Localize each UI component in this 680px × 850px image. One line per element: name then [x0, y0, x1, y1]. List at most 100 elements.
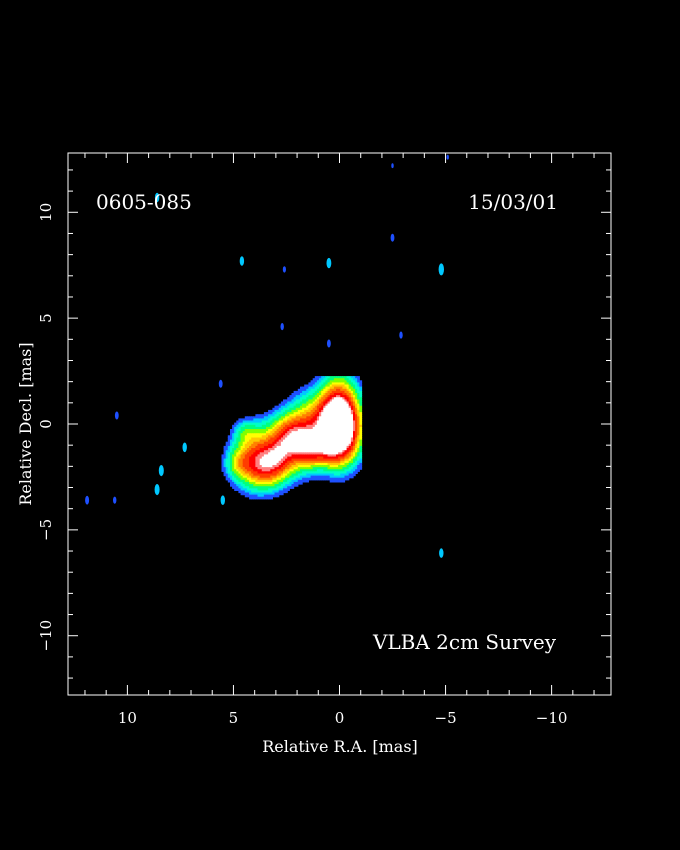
intensity-cell — [300, 462, 303, 466]
intensity-cell — [329, 429, 333, 432]
intensity-cell — [234, 462, 237, 466]
intensity-cell — [300, 441, 303, 445]
intensity-cell — [242, 456, 246, 460]
intensity-cell — [304, 477, 307, 481]
intensity-cell — [304, 441, 307, 445]
intensity-cell — [287, 477, 290, 481]
intensity-cell — [336, 471, 339, 474]
intensity-cell — [291, 462, 295, 466]
intensity-cell — [323, 380, 326, 383]
intensity-cell — [291, 471, 295, 474]
intensity-cell — [353, 452, 356, 455]
intensity-cell — [310, 439, 314, 443]
intensity-cell — [261, 452, 265, 455]
intensity-cell — [230, 460, 233, 464]
intensity-cell — [336, 376, 339, 379]
noise-spot — [114, 411, 119, 420]
intensity-cell — [274, 473, 278, 477]
intensity-cell — [304, 458, 307, 462]
intensity-cell — [304, 388, 307, 392]
intensity-cell — [280, 479, 284, 483]
intensity-cell — [338, 450, 341, 453]
intensity-cell — [287, 433, 290, 436]
intensity-cell — [327, 395, 331, 398]
intensity-cell — [359, 403, 363, 407]
intensity-cell — [306, 443, 309, 447]
intensity-cell — [232, 486, 235, 489]
intensity-cell — [244, 418, 248, 422]
intensity-cell — [246, 420, 250, 424]
intensity-cell — [242, 435, 246, 438]
intensity-cell — [230, 450, 233, 453]
intensity-cell — [338, 397, 341, 400]
intensity-cell — [242, 465, 246, 468]
intensity-cell — [225, 441, 229, 445]
intensity-cell — [357, 424, 360, 428]
intensity-cell — [255, 422, 259, 426]
intensity-cell — [225, 443, 229, 447]
intensity-cell — [225, 473, 229, 477]
intensity-cell — [340, 462, 343, 466]
intensity-cell — [270, 435, 273, 438]
intensity-cell — [240, 429, 244, 432]
intensity-cell — [331, 479, 335, 483]
intensity-cell — [329, 454, 333, 458]
intensity-cell — [227, 460, 231, 464]
intensity-cell — [323, 439, 326, 443]
intensity-cell — [359, 407, 363, 411]
intensity-cell — [227, 439, 231, 443]
intensity-cell — [266, 435, 269, 438]
intensity-cell — [272, 454, 276, 458]
intensity-cell — [272, 429, 276, 432]
intensity-cell — [353, 433, 356, 436]
intensity-cell — [344, 445, 348, 449]
intensity-cell — [302, 412, 305, 415]
intensity-cell — [266, 429, 269, 432]
intensity-cell — [346, 465, 350, 468]
intensity-cell — [357, 452, 360, 455]
intensity-cell — [246, 454, 250, 458]
intensity-cell — [280, 490, 284, 494]
intensity-cell — [314, 376, 318, 379]
intensity-cell — [316, 458, 320, 462]
intensity-cell — [255, 437, 259, 441]
intensity-cell — [314, 397, 318, 400]
intensity-cell — [346, 471, 350, 474]
intensity-cell — [225, 465, 229, 468]
intensity-cell — [302, 445, 305, 449]
intensity-cell — [295, 471, 299, 474]
intensity-cell — [268, 443, 271, 447]
intensity-cell — [357, 454, 360, 458]
intensity-cell — [327, 439, 331, 443]
intensity-cell — [251, 479, 254, 483]
intensity-cell — [304, 431, 307, 434]
intensity-cell — [251, 435, 254, 438]
intensity-cell — [308, 471, 312, 474]
intensity-cell — [350, 435, 354, 438]
intensity-cell — [329, 473, 333, 477]
intensity-cell — [306, 469, 309, 472]
intensity-cell — [306, 437, 309, 441]
intensity-cell — [327, 376, 331, 379]
noise-spot — [220, 495, 225, 506]
intensity-cell — [357, 407, 360, 411]
intensity-cell — [297, 450, 301, 453]
intensity-cell — [312, 395, 316, 398]
intensity-cell — [293, 441, 297, 445]
intensity-cell — [355, 439, 358, 443]
intensity-cell — [234, 422, 237, 426]
intensity-cell — [234, 467, 237, 470]
intensity-cell — [300, 445, 303, 449]
intensity-cell — [302, 441, 305, 445]
intensity-cell — [270, 462, 273, 466]
intensity-cell — [340, 435, 343, 438]
intensity-cell — [242, 422, 246, 426]
intensity-cell — [325, 471, 329, 474]
intensity-cell — [257, 460, 261, 464]
intensity-cell — [327, 418, 331, 422]
intensity-cell — [244, 431, 248, 434]
intensity-cell — [242, 448, 246, 451]
intensity-cell — [257, 473, 261, 477]
intensity-cell — [240, 473, 244, 477]
intensity-cell — [329, 388, 333, 392]
